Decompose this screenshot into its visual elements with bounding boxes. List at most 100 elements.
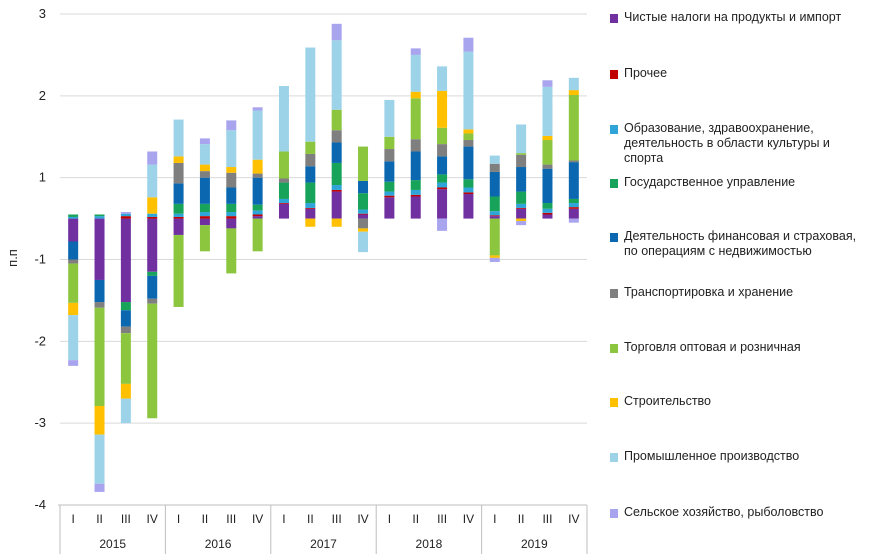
y-tick-label: -1 (34, 252, 46, 267)
bar-segment (226, 187, 237, 204)
bar-segment (68, 214, 79, 217)
x-tick-label: I (177, 512, 180, 526)
bar-segment (305, 208, 316, 219)
x-tick-label: IV (568, 512, 579, 526)
bar-segment (542, 168, 553, 204)
bar-segment (410, 98, 421, 140)
x-tick-label: I (493, 512, 496, 526)
bar-segment (437, 66, 448, 91)
bar-segment (331, 23, 342, 41)
y-axis-title: п.п (5, 249, 20, 267)
bar-segment (437, 127, 448, 145)
bar-segment (173, 119, 184, 157)
x-tick-label: I (72, 512, 75, 526)
bar-segment (120, 398, 131, 424)
bar-segment (278, 203, 289, 204)
legend-swatch (610, 14, 618, 23)
bar-segment (358, 218, 369, 229)
bar-segment (147, 197, 158, 214)
bar-segment (173, 234, 184, 307)
year-label: 2016 (205, 537, 232, 551)
bar-segment (173, 213, 184, 217)
bar-segment (278, 203, 289, 219)
bar-segment (489, 255, 500, 258)
bar-segment (173, 216, 184, 219)
bar-segment (305, 166, 316, 183)
bar-segment (437, 218, 448, 231)
legend-label: Торговля оптовая и розничная (624, 340, 801, 354)
bar-segment (542, 214, 553, 219)
bar-segment (252, 110, 263, 160)
bar-segment (305, 207, 316, 209)
bar-segment (331, 185, 342, 190)
bar-segment (199, 144, 210, 165)
legend-item: Образование, здравоохранение, деятельнос… (610, 121, 872, 166)
bar-segment (120, 333, 131, 384)
bar-segment (384, 191, 395, 196)
bar-segment (278, 86, 289, 152)
bar-segment (542, 86, 553, 136)
bar-segment (226, 167, 237, 173)
bar-segment (331, 109, 342, 131)
bar-segment (120, 310, 131, 327)
bar-segment (68, 218, 79, 242)
bar-segment (199, 225, 210, 252)
x-tick-label: I (388, 512, 391, 526)
bar-segment (120, 216, 131, 219)
bar-segment (489, 216, 500, 219)
bar-segment (410, 194, 421, 197)
bar-segment (542, 164, 553, 169)
bar-segment (516, 124, 527, 154)
bar-segment (147, 298, 158, 304)
legend-swatch (610, 453, 618, 462)
bar-segment (384, 181, 395, 192)
bar-segment (226, 228, 237, 274)
bar-segment (516, 207, 527, 209)
bar-segment (358, 209, 369, 214)
legend-label: Промышленное производство (624, 449, 800, 463)
bar-segment (68, 360, 79, 366)
bar-segment (516, 218, 527, 222)
bar-segment (199, 177, 210, 204)
bar-segment (252, 159, 263, 174)
legend-item: Промышленное производство (610, 449, 872, 464)
bar-segment (568, 77, 579, 91)
bar-segment (463, 37, 474, 52)
bar-segment (252, 218, 263, 252)
x-tick-label: I (282, 512, 285, 526)
bar-segment (516, 167, 527, 192)
bar-segment (173, 218, 184, 235)
x-tick-label: II (412, 512, 419, 526)
x-tick-label: IV (147, 512, 158, 526)
bar-segment (147, 303, 158, 419)
bar-segment (226, 216, 237, 219)
bar-segment (568, 198, 579, 204)
bar-segment (305, 47, 316, 142)
bar-segment (358, 180, 369, 194)
bar-segment (463, 140, 474, 147)
bar-segment (568, 90, 579, 96)
bar-segment (199, 216, 210, 219)
bar-segment (94, 279, 105, 303)
bar-segment (199, 203, 210, 213)
legend-swatch (610, 509, 618, 518)
bar-segment (252, 107, 263, 111)
bar-segment (226, 218, 237, 229)
bar-segment (94, 434, 105, 484)
bar-segment (120, 212, 131, 214)
bar-segment (463, 51, 474, 130)
bar-segment (278, 178, 289, 183)
bar-segment (68, 241, 79, 260)
bar-segment (463, 192, 474, 195)
x-tick-label: IV (463, 512, 474, 526)
bar-segment (410, 151, 421, 181)
bar-segment (437, 174, 448, 183)
bar-segment (199, 171, 210, 178)
bar-segment (226, 120, 237, 131)
bar-segment (358, 193, 369, 210)
bar-segment (94, 307, 105, 406)
bar-segment (173, 156, 184, 163)
bar-segment (542, 140, 553, 165)
